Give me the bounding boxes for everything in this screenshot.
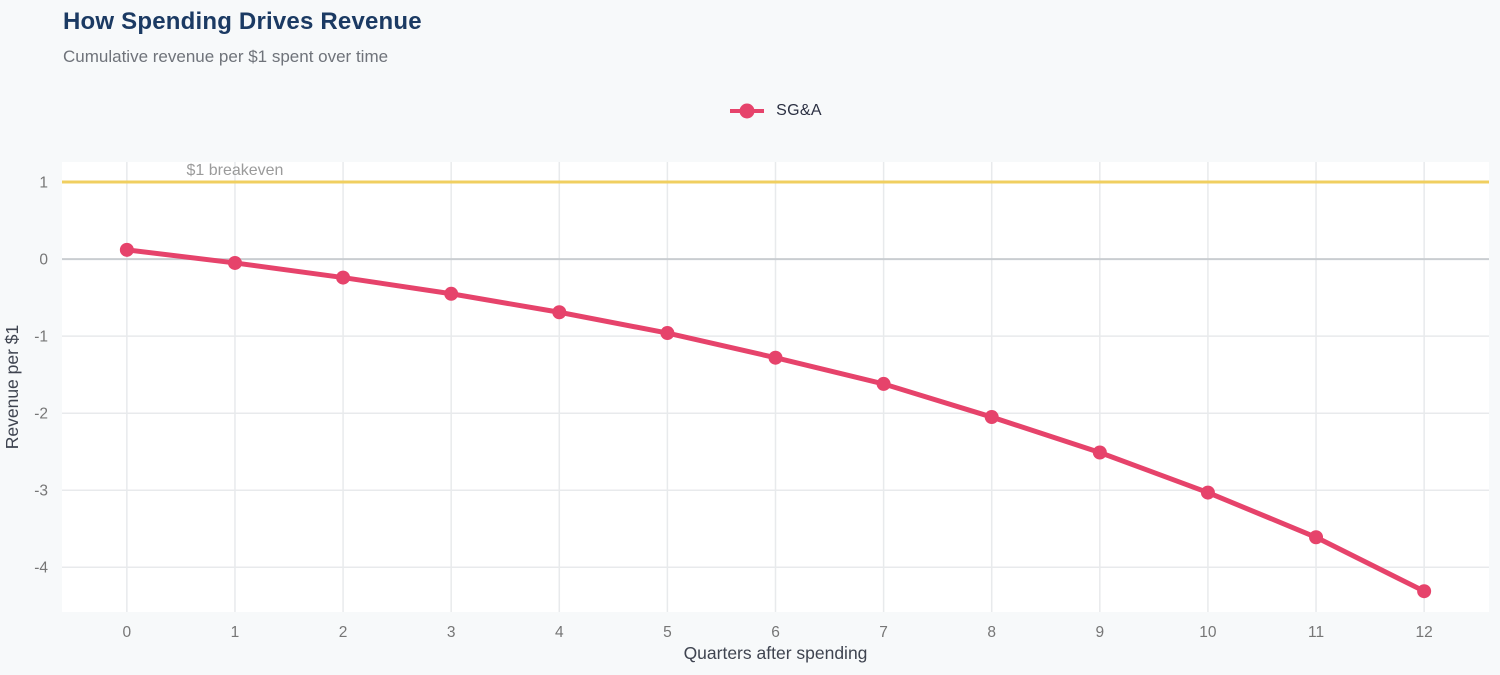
data-point-marker	[660, 326, 675, 341]
x-tick-label: 7	[879, 624, 888, 641]
data-point-marker	[1417, 584, 1432, 599]
chart-legend: SG&A	[62, 98, 1489, 124]
data-point-marker	[119, 242, 134, 257]
legend-line-marker-icon	[730, 103, 765, 119]
breakeven-label: $1 breakeven	[186, 162, 283, 179]
y-tick-label: -2	[34, 406, 48, 423]
y-tick-label: 1	[39, 174, 48, 191]
chart-subtitle: Cumulative revenue per $1 spent over tim…	[63, 47, 389, 66]
y-tick-label: 0	[39, 252, 48, 269]
y-tick-label: -4	[34, 560, 48, 577]
data-point-marker	[552, 305, 567, 320]
legend-item-sga[interactable]: SG&A	[729, 102, 822, 120]
data-point-marker	[336, 270, 351, 285]
y-axis-title: Revenue per $1	[2, 325, 22, 450]
x-tick-label: 10	[1199, 624, 1217, 641]
data-point-marker	[1309, 530, 1324, 545]
data-point-marker	[444, 286, 459, 301]
x-tick-label: 12	[1416, 624, 1433, 641]
x-tick-label: 1	[231, 624, 240, 641]
x-tick-label: 2	[339, 624, 348, 641]
x-tick-label: 3	[447, 624, 456, 641]
data-point-marker	[227, 255, 242, 270]
x-axis-title: Quarters after spending	[684, 643, 868, 663]
data-point-marker	[984, 410, 999, 425]
x-tick-label: 0	[123, 624, 132, 641]
x-tick-label: 9	[1096, 624, 1105, 641]
legend-item-label: SG&A	[776, 102, 822, 119]
x-tick-label: 8	[987, 624, 996, 641]
x-tick-label: 4	[555, 624, 564, 641]
data-point-marker	[768, 350, 783, 365]
x-tick-label: 5	[663, 624, 672, 641]
x-tick-label: 6	[771, 624, 780, 641]
data-point-marker	[876, 376, 891, 391]
y-tick-label: -3	[34, 483, 48, 500]
x-tick-label: 11	[1308, 624, 1324, 641]
data-point-marker	[1200, 485, 1215, 500]
chart-title: How Spending Drives Revenue	[63, 8, 422, 35]
y-tick-label: -1	[34, 329, 48, 346]
data-point-marker	[1092, 445, 1107, 460]
